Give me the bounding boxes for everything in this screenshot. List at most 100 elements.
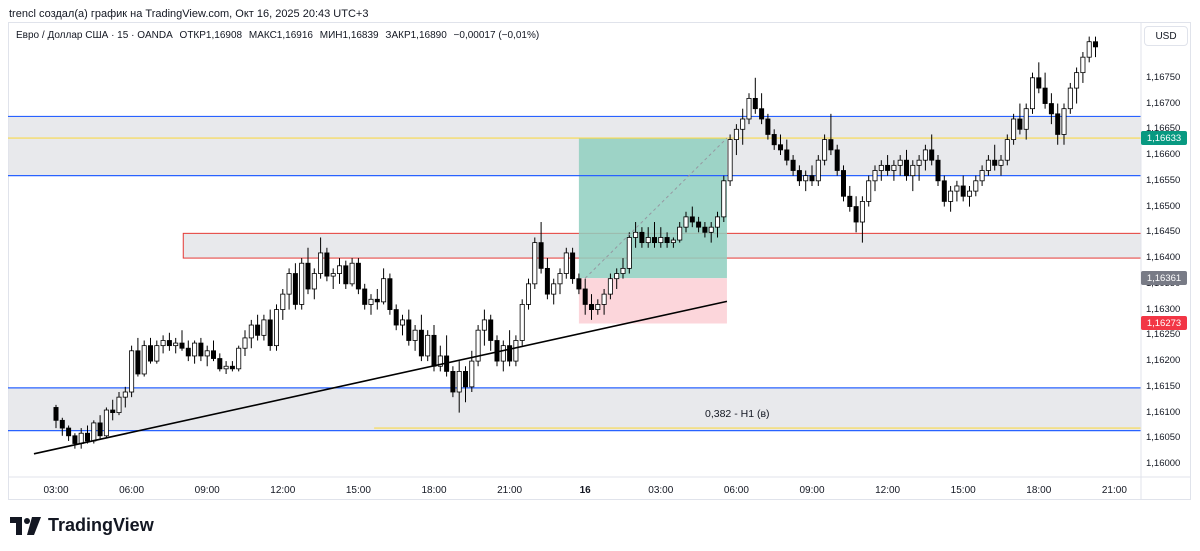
candle-body: [311, 273, 317, 290]
candle-body: [929, 149, 935, 161]
chart-frame: [8, 22, 1191, 500]
price-tick-label: 1,16750: [1146, 71, 1181, 83]
candle-body: [941, 180, 947, 202]
candle-body: [1074, 72, 1080, 89]
gray-zone-1: [8, 387, 1141, 431]
time-tick-label: 09:00: [194, 485, 220, 496]
legend-symbol[interactable]: Евро / Доллар США · 15 · OANDA: [16, 30, 173, 41]
candle-body: [53, 407, 59, 421]
candle-body: [721, 180, 727, 218]
candle-body: [154, 345, 160, 362]
current-price-tag: 1,16633: [1141, 131, 1187, 146]
time-tick-label: 12:00: [875, 485, 901, 496]
candle-body: [406, 319, 412, 341]
candle-body: [885, 164, 891, 171]
candle-body: [960, 185, 966, 197]
candle-body: [1055, 113, 1061, 135]
candle-body: [66, 427, 72, 437]
price-tick-label: 1,16700: [1146, 97, 1181, 109]
candle-body: [601, 293, 607, 305]
candle-body: [1061, 108, 1067, 135]
time-tick-label: 06:00: [119, 485, 145, 496]
price-tick-label: 1,16600: [1146, 149, 1181, 161]
candle-body: [255, 324, 261, 336]
price-tick-label: 1,16150: [1146, 380, 1181, 392]
candle-body: [336, 265, 342, 274]
candle-body: [418, 329, 424, 357]
candle-body: [399, 319, 405, 326]
candlestick-chart[interactable]: [8, 22, 1191, 500]
candle-body: [299, 262, 305, 305]
candle-body: [834, 149, 840, 171]
candle-body: [582, 288, 588, 305]
time-tick-label: 16: [579, 485, 591, 496]
time-tick-label: 21:00: [497, 485, 523, 496]
candle-body: [948, 190, 954, 202]
candle-body: [267, 319, 273, 347]
candle-body: [78, 432, 84, 444]
price-tick-label: 1,16500: [1146, 200, 1181, 212]
candle-body: [910, 164, 916, 177]
time-tick-label: 15:00: [950, 485, 976, 496]
candle-body: [677, 226, 683, 241]
trendline: [33, 300, 728, 455]
candle-body: [192, 342, 198, 357]
candle-body: [229, 365, 235, 370]
candle-body: [595, 304, 601, 310]
candle-body: [481, 319, 487, 331]
candle-body: [1086, 41, 1092, 58]
candle-body: [475, 329, 481, 362]
price-tick-label: 1,16650: [1146, 123, 1181, 135]
candle-body: [557, 273, 563, 285]
candle-body: [752, 97, 758, 110]
price-tick-label: 1,16400: [1146, 252, 1181, 264]
currency-button[interactable]: USD: [1144, 26, 1188, 46]
candle-body: [236, 347, 242, 370]
candle-body: [784, 149, 790, 161]
price-tick-label: 1,16050: [1146, 432, 1181, 444]
candle-body: [1036, 77, 1042, 89]
candle-body: [979, 170, 985, 182]
candle-body: [1004, 139, 1010, 161]
candle-body: [614, 273, 620, 280]
candle-body: [450, 371, 456, 393]
candle-body: [166, 340, 172, 347]
candle-body: [620, 267, 626, 274]
candle-body: [393, 309, 399, 326]
candle-body: [570, 252, 576, 280]
candle-body: [223, 365, 229, 370]
candle-body: [242, 337, 248, 349]
candle-body: [431, 334, 437, 367]
candle-body: [985, 159, 991, 171]
price-tick-label: 1,16000: [1146, 458, 1181, 470]
candle-body: [1011, 118, 1017, 140]
legend-high: МАКС1,16916: [248, 30, 313, 41]
time-tick-label: 18:00: [421, 485, 447, 496]
candle-body: [217, 358, 223, 370]
candle-body: [437, 355, 443, 367]
candle-body: [1093, 41, 1099, 48]
candle-body: [1017, 118, 1023, 130]
candle-body: [1048, 103, 1054, 115]
candle-body: [992, 159, 998, 166]
time-tick-label: 18:00: [1026, 485, 1052, 496]
candle-body: [412, 329, 418, 341]
candle-body: [759, 108, 765, 120]
legend-low: МИН1,16839: [319, 30, 379, 41]
tradingview-logo[interactable]: TradingView: [10, 515, 154, 536]
candle-body: [103, 409, 109, 437]
candle-body: [273, 309, 279, 347]
time-tick-label: 12:00: [270, 485, 296, 496]
legend-close: ЗАКР1,16890: [385, 30, 447, 41]
entry-price-tag: 1,16361: [1141, 271, 1187, 286]
candle-body: [935, 159, 941, 182]
candle-body: [1080, 56, 1086, 74]
candle-body: [324, 252, 330, 277]
candle-body: [563, 252, 569, 274]
candle-body: [1042, 87, 1048, 104]
candle-body: [425, 334, 431, 357]
candle-body: [248, 324, 254, 339]
candle-body: [916, 159, 922, 166]
price-tick-label: 1,16200: [1146, 355, 1181, 367]
candle-body: [922, 149, 928, 161]
